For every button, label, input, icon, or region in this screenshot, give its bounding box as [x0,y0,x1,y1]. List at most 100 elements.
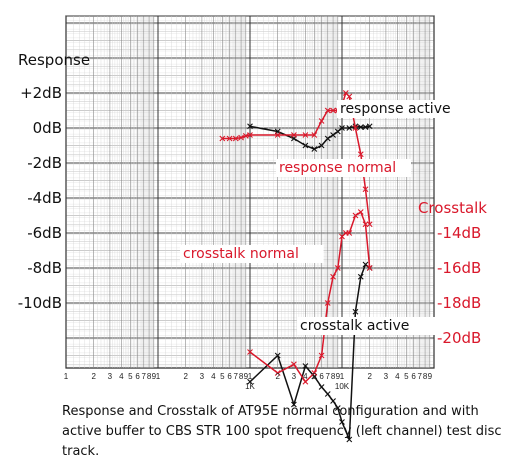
left-tick-label: -8dB [27,259,62,277]
data-point [357,273,364,280]
data-point [291,401,297,408]
x-tick-label: 2 [367,372,372,381]
labels-layer: 1 2 3 4 5 6 7 8 9 1 2 3 4 5 6 7 8 9 1 2 3 4 5 6 7 8 9 1 2 3 4 5 6 7 8 91K 10… [18,51,488,391]
data-point [247,349,253,355]
chart-caption: Response and Crosstalk of AT95E normal c… [62,404,502,459]
x-tick-label: 6 [411,372,416,381]
x-tick-label: 9 [336,372,341,381]
series-label-bg [276,159,411,177]
data-point [352,212,359,219]
x-tick-label: 7 [418,372,423,381]
data-point [352,308,359,315]
data-point [274,132,281,138]
data-point [324,107,331,114]
data-point [232,135,239,142]
series-label-bg [337,100,472,118]
left-tick-label: +2dB [20,84,62,102]
data-point [274,352,281,359]
x-tick-label: 1 [64,372,69,381]
x-tick-label: 2 [275,372,280,381]
data-point [346,230,353,236]
x-tick-label: 9 [152,372,157,381]
series-label: response normal [279,160,396,176]
data-point [318,384,325,390]
data-point [247,378,253,385]
x-tick-label: 1 [156,372,161,381]
x-tick-label: 3 [384,372,389,381]
x-tick-label: 3 [108,372,113,381]
data-point [330,107,336,114]
left-axis-title: Response [18,51,90,69]
data-point [274,370,281,376]
data-point [247,123,253,130]
left-tick-label: 0dB [33,119,62,137]
chart-grid [65,15,435,369]
x-tick-label: 4 [119,372,124,381]
data-point [330,398,336,404]
data-point [366,123,373,130]
x-tick-label: 8 [331,372,336,381]
x-tick-label: 5 [404,372,409,381]
data-point [318,142,325,149]
data-point [291,361,297,368]
data-point [247,132,253,138]
left-tick-label: -2dB [27,154,62,172]
data-point [324,391,331,397]
x-tick-label: 3 [200,372,205,381]
x-sub-label: 10K [335,382,350,391]
data-point [346,125,353,131]
data-point [242,132,249,139]
x-tick-label: 2 [91,372,96,381]
left-tick-label: -6dB [27,224,62,242]
data-point [302,142,309,149]
x-tick-label: 9 [244,372,249,381]
x-tick-label: 2 [183,372,188,381]
data-point [324,300,331,306]
x-tick-label: 8 [147,372,152,381]
data-point [219,135,226,142]
data-point [357,124,364,131]
x-tick-label: 8 [239,372,244,381]
right-axis-title: Crosstalk [418,199,487,217]
right-tick-label: -14dB [437,224,481,242]
data-point [226,135,233,142]
series-label-bg [297,317,441,335]
data-point [324,135,331,142]
series-label-bg [180,245,324,263]
data-point [362,221,369,228]
data-point [339,419,345,425]
data-point [366,265,373,271]
x-sub-label: 1K [245,382,255,391]
x-tick-label: 7 [234,372,239,381]
data-point [302,378,309,385]
data-point [352,125,359,131]
data-point [357,151,364,158]
x-tick-label: 7 [142,372,147,381]
data-point [346,93,353,100]
x-tick-label: 5 [312,372,317,381]
data-point [291,132,297,138]
data-point [311,132,318,138]
x-tick-label: 5 [220,372,225,381]
series-label: response active [340,101,451,117]
left-tick-label: -4dB [27,189,62,207]
x-tick-label: 3 [292,372,297,381]
data-point [339,125,345,131]
x-tick-label: 6 [135,372,140,381]
x-tick-label: 9 [428,372,433,381]
right-tick-label: -20dB [437,329,481,347]
data-point [330,132,336,138]
x-tick-label: 8 [423,372,428,381]
data-point [238,134,244,141]
data-point [330,273,336,280]
data-point [366,221,373,228]
data-point [334,405,341,411]
x-tick-label: 6 [319,372,324,381]
data-point [334,265,341,271]
x-tick-label: 4 [303,372,308,381]
x-tick-label: 5 [128,372,133,381]
right-tick-label: -18dB [437,294,481,312]
x-tick-label: 1 [248,372,253,381]
data-point [357,209,364,215]
